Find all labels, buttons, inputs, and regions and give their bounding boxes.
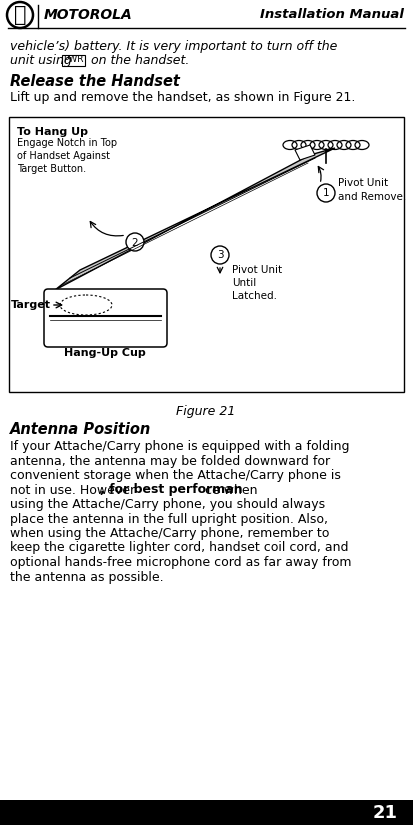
Circle shape [317, 184, 335, 202]
Text: Target: Target [11, 300, 51, 310]
Text: not in use. However: not in use. However [10, 483, 135, 497]
Text: To Hang Up: To Hang Up [17, 127, 88, 137]
FancyBboxPatch shape [62, 54, 85, 65]
Text: convenient storage when the Attache/Carry phone is: convenient storage when the Attache/Carr… [10, 469, 341, 482]
Text: unit using: unit using [10, 54, 76, 67]
Text: 3: 3 [217, 251, 223, 261]
Text: Lift up and remove the handset, as shown in Figure 21.: Lift up and remove the handset, as shown… [10, 91, 355, 104]
Polygon shape [295, 145, 315, 160]
Text: 2: 2 [132, 238, 138, 248]
Text: on the handset.: on the handset. [87, 54, 190, 67]
Text: Release the Handset: Release the Handset [10, 74, 180, 89]
Bar [0, 800, 413, 825]
Text: Ⓜ: Ⓜ [14, 5, 26, 25]
Text: place the antenna in the full upright position. Also,: place the antenna in the full upright po… [10, 512, 328, 526]
Text: the antenna as possible.: the antenna as possible. [10, 571, 164, 583]
FancyBboxPatch shape [44, 289, 167, 347]
Text: If your Attache/Carry phone is equipped with a folding: If your Attache/Carry phone is equipped … [10, 440, 349, 453]
Text: Installation Manual: Installation Manual [260, 8, 404, 21]
Text: Hang-Up Cup: Hang-Up Cup [64, 348, 146, 358]
Polygon shape [55, 148, 335, 290]
Text: ce when: ce when [205, 483, 257, 497]
Text: antenna, the antenna may be folded downward for: antenna, the antenna may be folded downw… [10, 455, 330, 468]
Text: , for best performan: , for best performan [100, 483, 242, 497]
Text: PWR: PWR [63, 55, 83, 64]
Text: Pivot Unit
and Remove.: Pivot Unit and Remove. [338, 178, 406, 201]
Bar [9, 117, 404, 392]
Text: Engage Notch in Top
of Handset Against
Target Button.: Engage Notch in Top of Handset Against T… [17, 138, 117, 173]
Circle shape [211, 246, 229, 264]
Text: 1: 1 [323, 188, 329, 199]
Text: vehicle’s) battery. It is very important to turn off the: vehicle’s) battery. It is very important… [10, 40, 337, 53]
Text: Figure 21: Figure 21 [176, 405, 236, 418]
Text: MOTOROLA: MOTOROLA [44, 8, 133, 22]
Text: Antenna Position: Antenna Position [10, 422, 151, 437]
Text: keep the cigarette lighter cord, handset coil cord, and: keep the cigarette lighter cord, handset… [10, 541, 349, 554]
Text: using the Attache/Carry phone, you should always: using the Attache/Carry phone, you shoul… [10, 498, 325, 511]
Text: 21: 21 [373, 804, 397, 822]
Text: optional hands-free microphone cord as far away from: optional hands-free microphone cord as f… [10, 556, 351, 569]
Text: Pivot Unit
Until
Latched.: Pivot Unit Until Latched. [232, 265, 282, 301]
Text: when using the Attache/Carry phone, remember to: when using the Attache/Carry phone, reme… [10, 527, 330, 540]
Circle shape [126, 233, 144, 251]
